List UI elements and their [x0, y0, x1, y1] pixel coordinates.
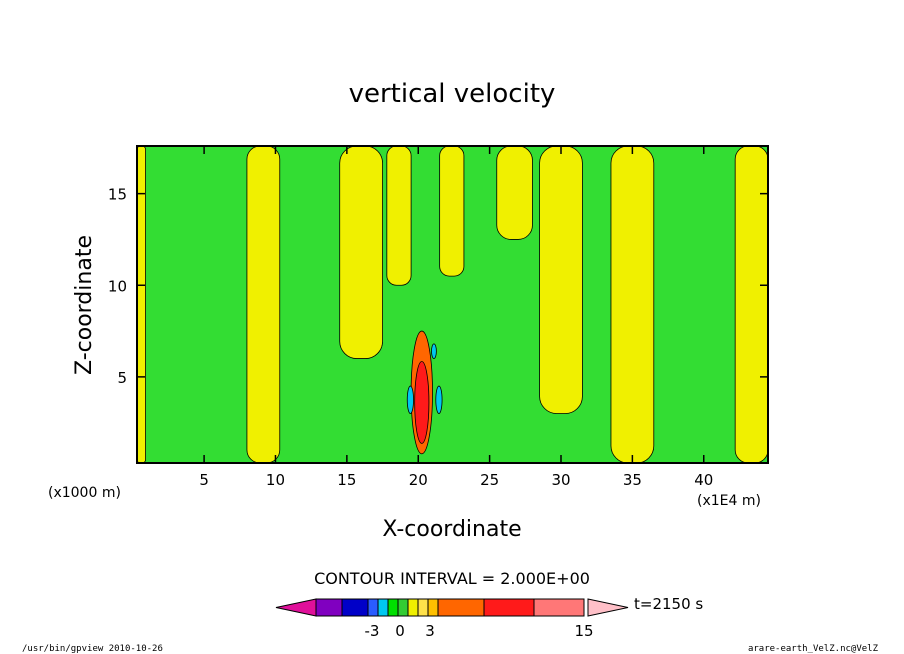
positive-velocity-region	[246, 146, 281, 463]
colorbar-swatch	[315, 598, 343, 617]
colorbar-swatch	[377, 598, 389, 617]
x-unit-right: (x1E4 m)	[697, 493, 761, 509]
colorbar-swatch	[397, 598, 409, 617]
colorbar-tick-label: 3	[425, 622, 435, 640]
colorbar-under-triangle	[275, 598, 317, 617]
colorbar: -3 0 3 15	[275, 598, 629, 640]
chart-title: vertical velocity	[349, 79, 556, 109]
time-label: t=2150 s	[634, 595, 703, 613]
colorbar-swatch	[407, 598, 419, 617]
positive-velocity-region	[496, 146, 533, 240]
y-axis-label: Z-coordinate	[72, 235, 97, 375]
downdraft-patch	[435, 385, 443, 414]
footer-right: arare-earth_VelZ.nc@VelZ	[748, 644, 879, 654]
positive-velocity-region	[386, 146, 412, 286]
x-tick-label: 30	[551, 471, 570, 489]
footer-left: /usr/bin/gpview 2010-10-26	[22, 644, 163, 654]
plot-frame	[136, 145, 769, 464]
x-tick-label: 5	[199, 471, 209, 489]
colorbar-swatch	[341, 598, 369, 617]
colorbar-swatch	[367, 598, 379, 617]
x-tick-label: 35	[623, 471, 642, 489]
colorbar-swatch	[417, 598, 429, 617]
colorbar-swatch	[437, 598, 485, 617]
positive-velocity-region	[137, 146, 146, 463]
colorbar-tick-label: 15	[574, 622, 593, 640]
colorbar-swatch	[483, 598, 535, 617]
colorbar-tick-label: -3	[365, 622, 380, 640]
colorbar-tick-label: 0	[395, 622, 405, 640]
updraft-core-inner	[414, 361, 430, 444]
colorbar-swatch	[533, 598, 585, 617]
positive-velocity-region	[539, 146, 583, 414]
contour-regions	[137, 146, 768, 463]
y-tick-label: 10	[108, 277, 127, 295]
y-axis-ticks: 5 10 15	[108, 186, 768, 387]
y-tick-label: 15	[108, 186, 127, 204]
positive-velocity-region	[734, 146, 768, 463]
contour-interval-label: CONTOUR INTERVAL = 2.000E+00	[314, 569, 590, 588]
x-axis-label: X-coordinate	[382, 517, 521, 542]
positive-velocity-region	[610, 146, 655, 463]
x-tick-label: 25	[480, 471, 499, 489]
colorbar-swatch	[427, 598, 439, 617]
x-tick-label: 10	[266, 471, 285, 489]
x-tick-label: 20	[409, 471, 428, 489]
x-axis-ticks: 5 10 15 20 25 30 35 40	[199, 146, 713, 489]
positive-velocity-region	[339, 146, 383, 359]
positive-velocity-region	[439, 146, 465, 277]
colorbar-swatch	[387, 598, 399, 617]
plot-area	[137, 146, 768, 463]
y-tick-label: 5	[117, 369, 127, 387]
colorbar-over-triangle	[587, 598, 629, 617]
x-unit-left: (x1000 m)	[48, 485, 121, 501]
downdraft-patch	[431, 343, 437, 359]
x-tick-label: 40	[694, 471, 713, 489]
x-tick-label: 15	[337, 471, 356, 489]
downdraft-patch	[406, 385, 414, 414]
